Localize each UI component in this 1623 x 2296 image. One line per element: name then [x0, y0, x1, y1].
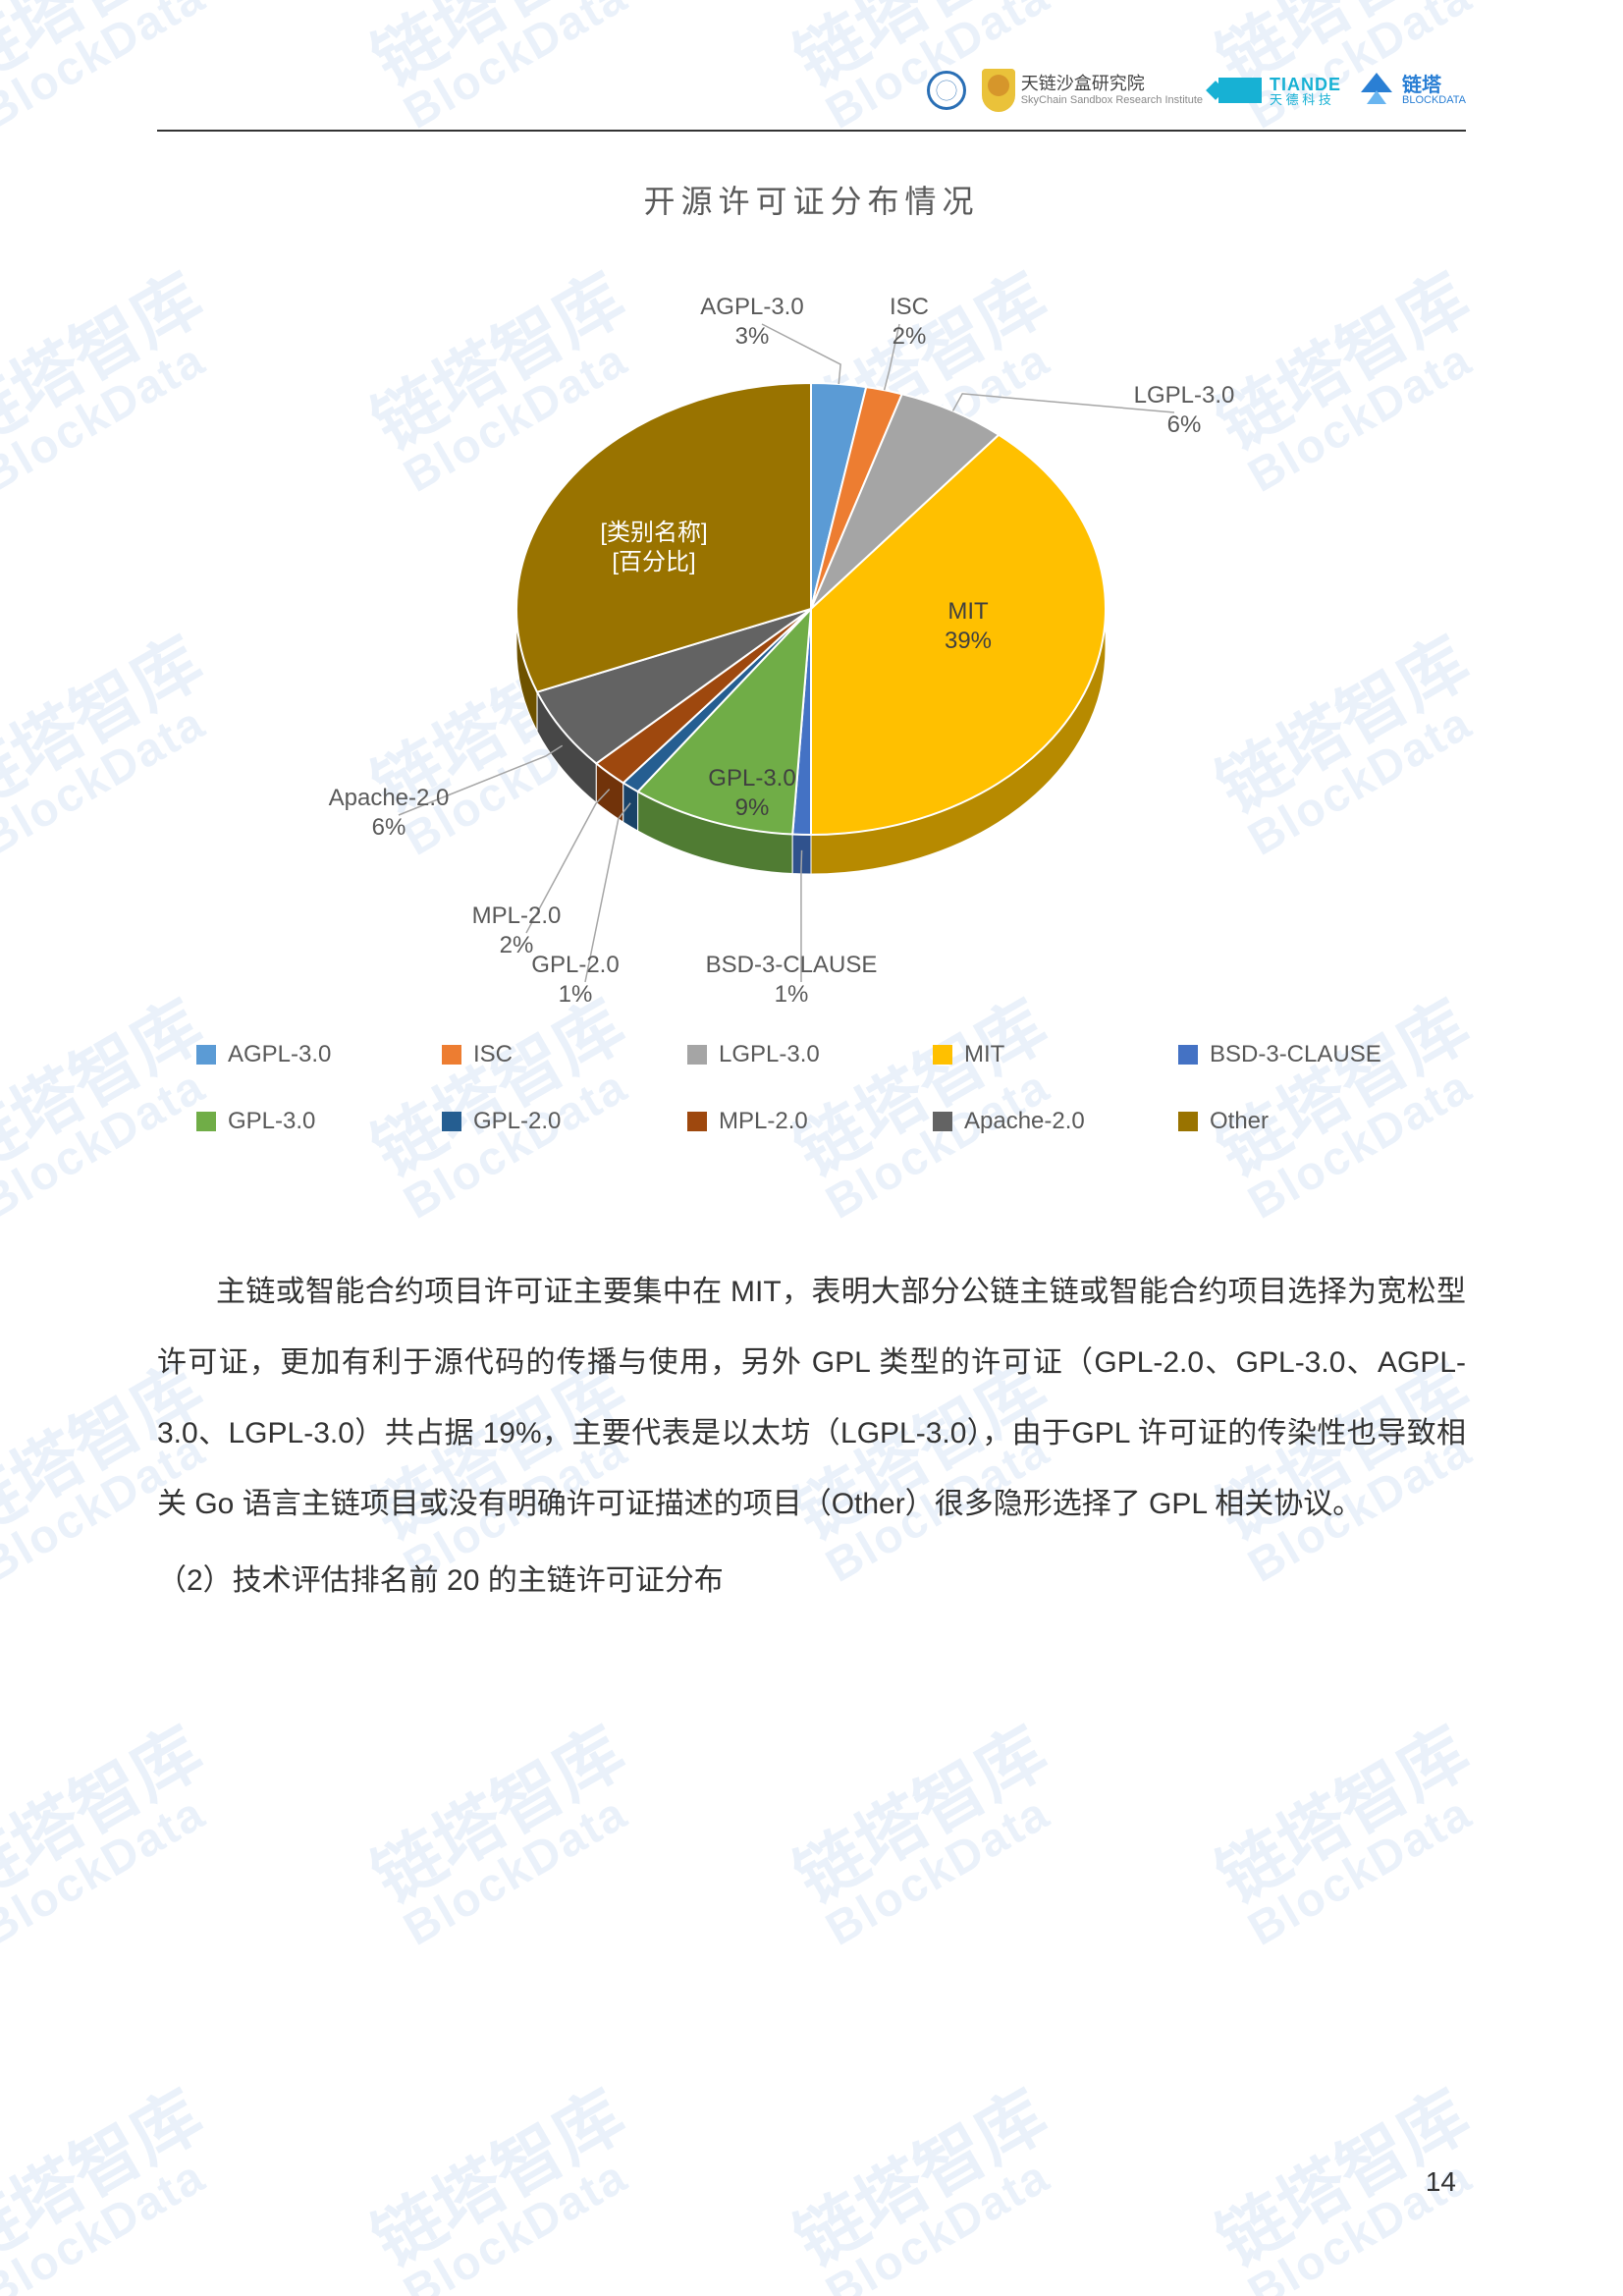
tiande-icon: [1218, 78, 1262, 103]
paragraph-2: （2）技术评估排名前 20 的主链许可证分布: [157, 1546, 1466, 1616]
legend-swatch: [933, 1045, 952, 1065]
legend-item-MIT: MIT: [933, 1041, 1178, 1068]
chart-legend: AGPL-3.0 ISC LGPL-3.0 MIT BSD-3-CLAUSE GPL-3.…: [196, 1041, 1424, 1175]
tiande-logo: TIANDE 天 德 科 技: [1218, 76, 1341, 106]
legend-swatch: [1178, 1045, 1198, 1065]
legend-label: MPL-2.0: [719, 1108, 808, 1135]
legend-swatch: [933, 1112, 952, 1131]
lianta-icon: [1357, 71, 1396, 110]
watermark: 链塔智库BlockData: [0, 1717, 237, 1954]
tiande-cn: 天 德 科 技: [1270, 93, 1341, 106]
watermark: 链塔智库BlockData: [1207, 1717, 1502, 1954]
legend-label: AGPL-3.0: [228, 1041, 331, 1068]
legend-swatch: [442, 1045, 461, 1065]
legend-item-Apache-2.0: Apache-2.0: [933, 1108, 1178, 1135]
legend-swatch: [196, 1045, 216, 1065]
slice-label-GPL-2.0: GPL-2.0: [531, 952, 619, 978]
legend-swatch: [442, 1112, 461, 1131]
slice-pct-GPL-3.0: 9%: [735, 794, 770, 821]
page: 链塔智库BlockData 链塔智库BlockData 链塔智库BlockData 链…: [0, 0, 1623, 2296]
slice-pct-AGPL-3.0: 3%: [735, 323, 770, 350]
org-logo-circle: [927, 71, 966, 110]
slice-label-Other: [类别名称]: [600, 519, 707, 546]
slice-pct-BSD-3-CLAUSE: 1%: [775, 981, 809, 1008]
circle-icon: [927, 71, 966, 110]
legend-label: Other: [1210, 1108, 1269, 1135]
slice-label-GPL-3.0: GPL-3.0: [708, 765, 795, 792]
watermark: 链塔智库BlockData: [0, 0, 237, 137]
legend-swatch: [687, 1112, 707, 1131]
page-number: 14: [1426, 2166, 1456, 2198]
org1-name-en: SkyChain Sandbox Research Institute: [1021, 94, 1203, 106]
legend-label: BSD-3-CLAUSE: [1210, 1041, 1381, 1068]
watermark: 链塔智库BlockData: [1207, 2080, 1502, 2296]
org-logo-badge: 天链沙盒研究院 SkyChain Sandbox Research Instit…: [982, 69, 1203, 112]
legend-label: Apache-2.0: [964, 1108, 1085, 1135]
slice-label-LGPL-3.0: LGPL-3.0: [1134, 382, 1235, 409]
lianta-cn: 链塔: [1402, 76, 1466, 95]
legend-label: ISC: [473, 1041, 513, 1068]
lianta-logo: 链塔 BLOCKDATA: [1357, 71, 1466, 110]
slice-pct-ISC: 2%: [893, 323, 927, 350]
slice-label-MPL-2.0: MPL-2.0: [472, 902, 562, 929]
slice-label-AGPL-3.0: AGPL-3.0: [700, 294, 803, 320]
lianta-en: BLOCKDATA: [1402, 95, 1466, 106]
watermark: 链塔智库BlockData: [362, 2080, 658, 2296]
legend-label: LGPL-3.0: [719, 1041, 820, 1068]
slice-label-BSD-3-CLAUSE: BSD-3-CLAUSE: [706, 952, 878, 978]
header-rule: [157, 130, 1466, 132]
legend-item-Other: Other: [1178, 1108, 1424, 1135]
legend-label: GPL-2.0: [473, 1108, 561, 1135]
legend-label: GPL-3.0: [228, 1108, 315, 1135]
pie-svg: AGPL-3.03%ISC2%LGPL-3.06%MIT39%BSD-3-CLA…: [157, 255, 1466, 1021]
legend-label: MIT: [964, 1041, 1004, 1068]
watermark: 链塔智库BlockData: [784, 1717, 1080, 1954]
legend-swatch: [687, 1045, 707, 1065]
legend-item-BSD-3-CLAUSE: BSD-3-CLAUSE: [1178, 1041, 1424, 1068]
legend-item-GPL-3.0: GPL-3.0: [196, 1108, 442, 1135]
body-text: 主链或智能合约项目许可证主要集中在 MIT，表明大部分公链主链或智能合约项目选择…: [157, 1257, 1466, 1622]
leader-AGPL-3.0: [762, 324, 840, 384]
legend-item-GPL-2.0: GPL-2.0: [442, 1108, 687, 1135]
legend-item-LGPL-3.0: LGPL-3.0: [687, 1041, 933, 1068]
watermark: 链塔智库BlockData: [0, 2080, 237, 2296]
org1-name-cn: 天链沙盒研究院: [1021, 75, 1203, 94]
badge-icon: [982, 69, 1015, 112]
slice-pct-MIT: 39%: [945, 628, 992, 654]
watermark: 链塔智库BlockData: [362, 1717, 658, 1954]
slice-label-Apache-2.0: Apache-2.0: [329, 785, 450, 811]
legend-row: GPL-3.0 GPL-2.0 MPL-2.0 Apache-2.0 Other: [196, 1108, 1424, 1135]
pie-chart: AGPL-3.03%ISC2%LGPL-3.06%MIT39%BSD-3-CLA…: [157, 255, 1466, 1021]
legend-swatch: [196, 1112, 216, 1131]
slice-pct-LGPL-3.0: 6%: [1167, 411, 1202, 438]
slice-pct-Other: [百分比]: [612, 549, 695, 575]
watermark: 链塔智库BlockData: [362, 0, 658, 137]
header-logos: 天链沙盒研究院 SkyChain Sandbox Research Instit…: [927, 69, 1466, 112]
legend-item-MPL-2.0: MPL-2.0: [687, 1108, 933, 1135]
slice-pct-MPL-2.0: 2%: [500, 932, 534, 958]
slice-label-MIT: MIT: [947, 598, 989, 625]
legend-item-ISC: ISC: [442, 1041, 687, 1068]
chart-title: 开源许可证分布情况: [0, 177, 1623, 222]
legend-item-AGPL-3.0: AGPL-3.0: [196, 1041, 442, 1068]
legend-row: AGPL-3.0 ISC LGPL-3.0 MIT BSD-3-CLAUSE: [196, 1041, 1424, 1068]
pie-tops: [516, 383, 1106, 835]
slice-label-ISC: ISC: [890, 294, 929, 320]
watermark: 链塔智库BlockData: [784, 2080, 1080, 2296]
tiande-en: TIANDE: [1270, 76, 1341, 93]
legend-swatch: [1178, 1112, 1198, 1131]
paragraph-1: 主链或智能合约项目许可证主要集中在 MIT，表明大部分公链主链或智能合约项目选择…: [157, 1257, 1466, 1540]
slice-pct-Apache-2.0: 6%: [372, 814, 406, 841]
slice-pct-GPL-2.0: 1%: [559, 981, 593, 1008]
